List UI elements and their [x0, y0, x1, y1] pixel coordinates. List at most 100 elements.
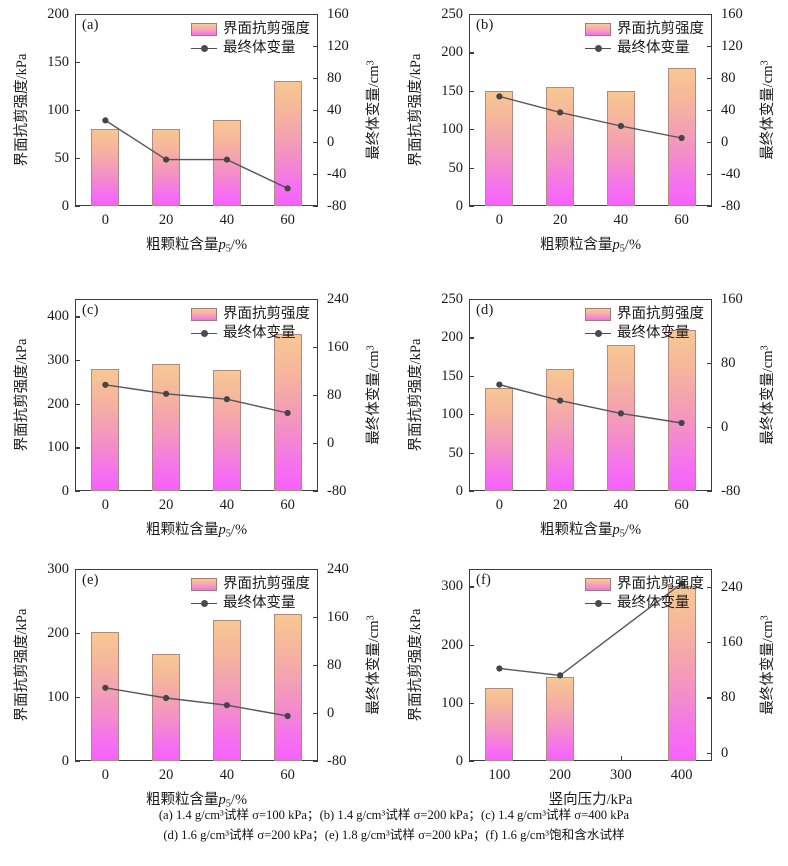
chart-panel-b: (b) 0 50 100 150 200 250 -80 -40 0 40 80 120 160 0 20 40… — [394, 0, 788, 290]
legend-item-line: 最终体变量 — [191, 594, 310, 613]
y2-axis-tick — [707, 491, 712, 493]
y-axis-tick-label: 200 — [441, 44, 463, 61]
y2-axis-tick — [313, 174, 318, 176]
data-point — [496, 93, 503, 100]
y-axis-tick-label: 300 — [47, 560, 69, 577]
y2-axis-tick — [707, 363, 712, 365]
x-axis-tick-label: 20 — [158, 212, 174, 228]
panel-label-c: (c) — [82, 302, 99, 318]
bar-60 — [273, 81, 302, 206]
y-axis-tick-label: 0 — [455, 482, 463, 499]
legend-label-bar: 界面抗剪强度 — [223, 306, 310, 323]
legend-line-marker-icon — [585, 327, 611, 340]
chart-panel-f: (f) 0 100 200 300 0 80 160 240 100 200 300 400 界面抗剪强度… — [394, 555, 788, 845]
data-point — [163, 390, 170, 397]
y2-axis-tick-label: 80 — [327, 656, 342, 673]
chart-panel-e: (e) 0 100 200 300 -80 0 80 160 240 0 20 40 60 界面抗剪强度 最终… — [0, 555, 394, 845]
legend-item-bar: 界面抗剪强度 — [191, 575, 310, 594]
y2-axis-tick-label: 160 — [721, 633, 743, 650]
x-axis-tick-label: 60 — [674, 212, 689, 228]
line-series-c — [102, 381, 291, 417]
y-axis-tick-label: 200 — [47, 624, 69, 641]
x-axis-tick-label: 60 — [280, 767, 295, 783]
legend-swatch-icon — [191, 308, 217, 321]
y-axis-tick-label: 200 — [441, 329, 463, 346]
data-point — [557, 672, 564, 679]
y2-axis-tick — [707, 299, 712, 301]
y2-axis-tick — [313, 14, 318, 16]
plot-area: (a) 0 50 100 150 200 -80 -40 0 40 80 120 160 0 20 40 60 界… — [47, 7, 349, 227]
y2-axis-tick — [707, 46, 712, 48]
y-axis-tick — [469, 761, 474, 763]
data-point — [678, 580, 685, 587]
x-axis-tick-label: 20 — [158, 497, 174, 513]
x-axis-tick-label: 0 — [101, 767, 109, 783]
y-axis-tick — [469, 702, 474, 704]
y2-axis-tick — [707, 427, 712, 429]
data-point — [617, 410, 624, 417]
bar-20 — [546, 86, 575, 206]
y-axis-tick — [75, 360, 80, 362]
y2-axis-tick-label: 120 — [721, 37, 743, 54]
x-axis-tick-label: 100 — [488, 767, 511, 783]
chart-panel-d: (d) 0 50 100 150 200 250 -80 0 80 160 0 20 40 60 界面抗剪强度… — [394, 285, 788, 575]
y-axis-tick-label: 100 — [441, 694, 463, 711]
panel-label-b: (b) — [476, 17, 494, 33]
y2-axis-tick-label: -40 — [327, 165, 347, 182]
y-axis-tick-label: 100 — [441, 120, 463, 137]
legend-swatch-icon — [191, 578, 217, 591]
y-axis-tick-label: 50 — [54, 149, 70, 166]
y2-axis-tick-label: -80 — [721, 197, 741, 214]
x-axis-tick-label: 300 — [610, 767, 632, 783]
legend: 界面抗剪强度 最终体变量 — [191, 575, 310, 613]
y-axis-tick-label: 250 — [441, 290, 463, 307]
y2-axis-tick-label: 0 — [721, 133, 729, 150]
y-axis-tick — [469, 337, 474, 339]
y-axis-tick-label: 100 — [47, 688, 69, 705]
legend-line-marker-icon — [585, 42, 611, 55]
bar-40 — [212, 119, 241, 206]
panel-label-d: (d) — [476, 302, 494, 318]
y-axis-tick — [469, 452, 474, 454]
bar-20 — [152, 654, 181, 761]
data-point — [678, 419, 685, 427]
y-axis-tick-label: 150 — [441, 367, 463, 384]
y-axis-tick — [75, 403, 80, 405]
y-axis-tick-label: 100 — [441, 405, 463, 422]
data-point — [557, 397, 564, 404]
x-axis-tick — [620, 756, 623, 761]
y-axis-tick — [469, 206, 474, 208]
y-axis-tick-label: 200 — [441, 636, 463, 653]
y2-axis-title: 最终体变量/cm3 — [759, 60, 777, 160]
x-axis-title: 粗颗粒含量p5/% — [539, 237, 642, 255]
legend-item-line: 最终体变量 — [585, 594, 704, 613]
y-axis-tick-label: 400 — [47, 308, 69, 325]
data-point — [223, 156, 230, 163]
chart-panel-a: (a) 0 50 100 150 200 -80 -40 0 40 80 120 160 0 20 40 60 界… — [0, 0, 394, 290]
bar-20 — [152, 364, 181, 491]
data-point — [284, 712, 291, 720]
y-axis-tick — [469, 586, 474, 588]
data-point — [102, 117, 109, 124]
data-point — [102, 381, 109, 388]
y-axis-title: 界面抗剪强度/kPa — [407, 53, 424, 167]
y2-axis-tick — [313, 569, 318, 571]
legend-line-marker-icon — [585, 597, 611, 610]
legend-swatch-icon — [585, 578, 611, 591]
y2-axis-title: 最终体变量/cm3 — [759, 615, 777, 715]
y-axis-tick — [469, 52, 474, 54]
x-axis-title: 粗颗粒含量p5/% — [145, 522, 248, 540]
y-axis-tick — [469, 299, 474, 301]
data-point — [678, 134, 685, 142]
y2-axis-tick — [707, 586, 712, 589]
y-axis-tick — [75, 697, 80, 699]
x-axis-title: 粗颗粒含量p5/% — [539, 522, 642, 540]
legend-label-bar: 界面抗剪强度 — [223, 576, 310, 593]
y-axis-tick — [469, 129, 474, 131]
y-axis-tick — [75, 206, 80, 208]
legend-swatch-icon — [191, 23, 217, 36]
y-axis-tick — [75, 491, 80, 493]
y2-axis-tick — [313, 206, 318, 208]
bar-0 — [91, 368, 120, 491]
y-axis-tick — [75, 316, 80, 318]
